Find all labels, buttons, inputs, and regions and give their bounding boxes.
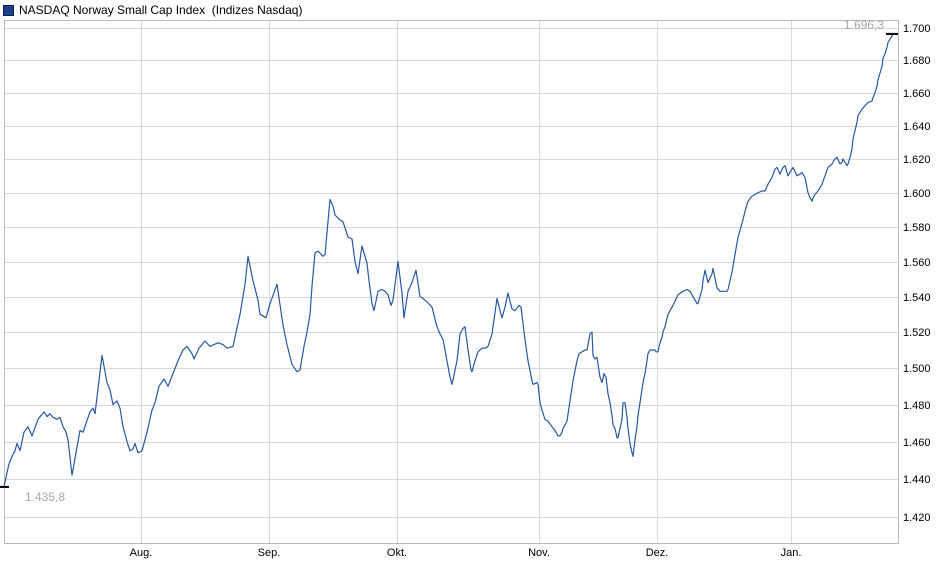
series-color-swatch-icon [3, 5, 14, 16]
x-tick-label: Aug. [130, 547, 153, 559]
y-tick-label: 1.500 [903, 363, 931, 375]
x-tick-label: Jan. [781, 547, 802, 559]
y-tick-label: 1.600 [903, 188, 931, 200]
y-tick-label: 1.440 [903, 474, 931, 486]
y-tick-label: 1.540 [903, 292, 931, 304]
y-tick-label: 1.560 [903, 257, 931, 269]
x-tick-label: Okt. [387, 547, 407, 559]
y-tick-label: 1.620 [903, 154, 931, 166]
plot-border [4, 20, 899, 544]
y-tick-label: 1.700 [903, 23, 931, 35]
y-tick-label: 1.680 [903, 55, 931, 67]
chart-header: NASDAQ Norway Small Cap Index (Indizes N… [3, 3, 302, 17]
price-line [3, 33, 894, 488]
y-tick-label: 1.460 [903, 437, 931, 449]
y-tick-label: 1.520 [903, 327, 931, 339]
start-value-label: 1.435,8 [25, 490, 65, 504]
y-tick-label: 1.480 [903, 400, 931, 412]
x-tick-label: Dez. [646, 547, 669, 559]
y-tick-label: 1.660 [903, 88, 931, 100]
y-tick-label: 1.640 [903, 121, 931, 133]
x-tick-label: Sep. [258, 547, 281, 559]
end-value-label: 1.696,3 [844, 18, 884, 32]
y-tick-label: 1.580 [903, 222, 931, 234]
x-tick-label: Nov. [528, 547, 550, 559]
y-tick-label: 1.420 [903, 512, 931, 524]
chart-title: NASDAQ Norway Small Cap Index (Indizes N… [19, 3, 303, 17]
